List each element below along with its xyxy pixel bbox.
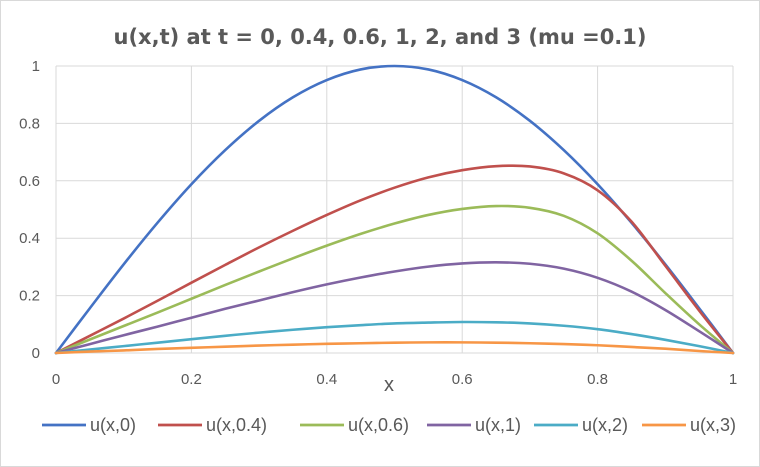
legend-label: u(x,0.6) bbox=[348, 415, 409, 435]
series-line-5 bbox=[54, 341, 735, 355]
legend-label: u(x,0.4) bbox=[206, 415, 267, 435]
x-axis-label: x bbox=[384, 374, 394, 396]
y-tick-label: 0 bbox=[32, 345, 40, 362]
legend-label: u(x,2) bbox=[582, 415, 628, 435]
series-lines bbox=[54, 64, 735, 355]
x-tick-label: 0.8 bbox=[587, 371, 608, 388]
x-tick-label: 0.4 bbox=[316, 371, 337, 388]
series-line-0 bbox=[54, 64, 735, 355]
y-tick-label: 0.4 bbox=[19, 230, 40, 247]
legend-label: u(x,3) bbox=[690, 415, 736, 435]
x-tick-label: 0.6 bbox=[452, 371, 473, 388]
legend-label: u(x,0) bbox=[90, 415, 136, 435]
legend: u(x,0) u(x,0.4) u(x,0.6) u(x,1) u(x,2) u(x,3) bbox=[42, 415, 736, 435]
gridlines bbox=[55, 65, 734, 354]
y-tick-label: 0.2 bbox=[19, 288, 40, 305]
tick-labels: 0 0.2 0.4 0.6 0.8 1 0 0.2 0.4 0.6 0.8 1 bbox=[19, 58, 737, 388]
legend-label: u(x,1) bbox=[475, 415, 521, 435]
series-line-4 bbox=[54, 320, 735, 355]
series-line-2 bbox=[54, 204, 735, 355]
x-tick-label: 1 bbox=[729, 371, 737, 388]
y-tick-label: 0.8 bbox=[19, 115, 40, 132]
chart-title: u(x,t) at t = 0, 0.4, 0.6, 1, 2, and 3 (… bbox=[114, 25, 647, 49]
y-tick-label: 0.6 bbox=[19, 173, 40, 190]
series-line-1 bbox=[54, 164, 735, 355]
x-tick-label: 0 bbox=[52, 371, 60, 388]
series-line-3 bbox=[54, 261, 735, 355]
y-tick-label: 1 bbox=[32, 58, 40, 75]
x-tick-label: 0.2 bbox=[181, 371, 202, 388]
